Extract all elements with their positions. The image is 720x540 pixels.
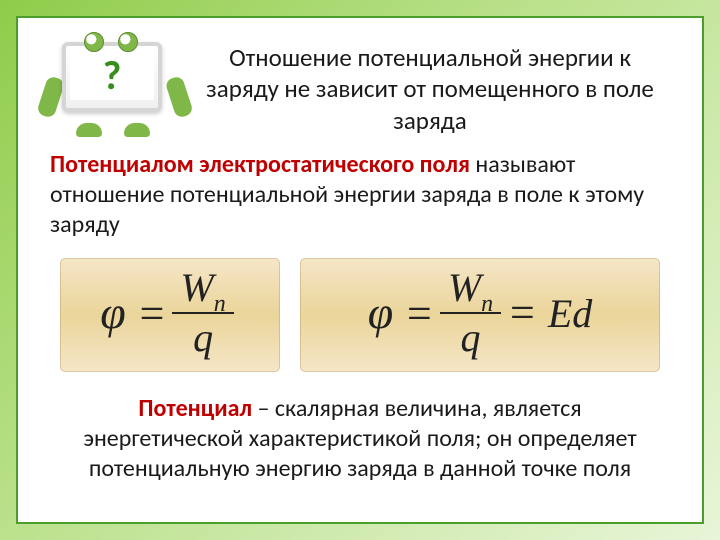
slide-title: Отношение потенциальной энергии к заряду… [190,38,670,136]
f2-num-main: W [448,265,481,310]
slide-frame: ? Отношение потенциальной энергии к заря… [16,16,704,524]
definition-term: Потенциалом электростатического поля [50,150,470,179]
f1-eq: = [137,289,167,338]
f1-num-sub: п [214,291,226,317]
header-row: ? Отношение потенциальной энергии к заря… [50,38,670,136]
slide-content: ? Отношение потенциальной энергии к заря… [30,30,690,510]
formula-1: φ = Wп q [60,258,280,372]
f2-eq1: = [404,289,434,338]
bottom-term: Потенциал [138,394,252,423]
f2-num-sub: п [481,291,493,317]
bottom-paragraph: Потенциал – скалярная величина, является… [50,394,670,484]
f1-lhs: φ [100,287,125,338]
mascot-icon: ? [50,38,180,133]
formula-2: φ = Wп q = Ed [300,258,660,372]
mascot-symbol: ? [70,50,154,100]
f2-eq2: = [507,288,537,337]
f2-den: q [461,314,481,358]
slide-outer: ? Отношение потенциальной энергии к заря… [8,8,712,532]
f2-lhs: φ [368,287,393,338]
definition-paragraph: Потенциалом электростатического поля наз… [50,150,670,240]
f1-den: q [193,314,213,358]
f1-num-main: W [180,265,213,310]
f2-rhs: Ed [548,291,592,336]
formula-row: φ = Wп q φ = Wп q = Ed [50,258,670,372]
